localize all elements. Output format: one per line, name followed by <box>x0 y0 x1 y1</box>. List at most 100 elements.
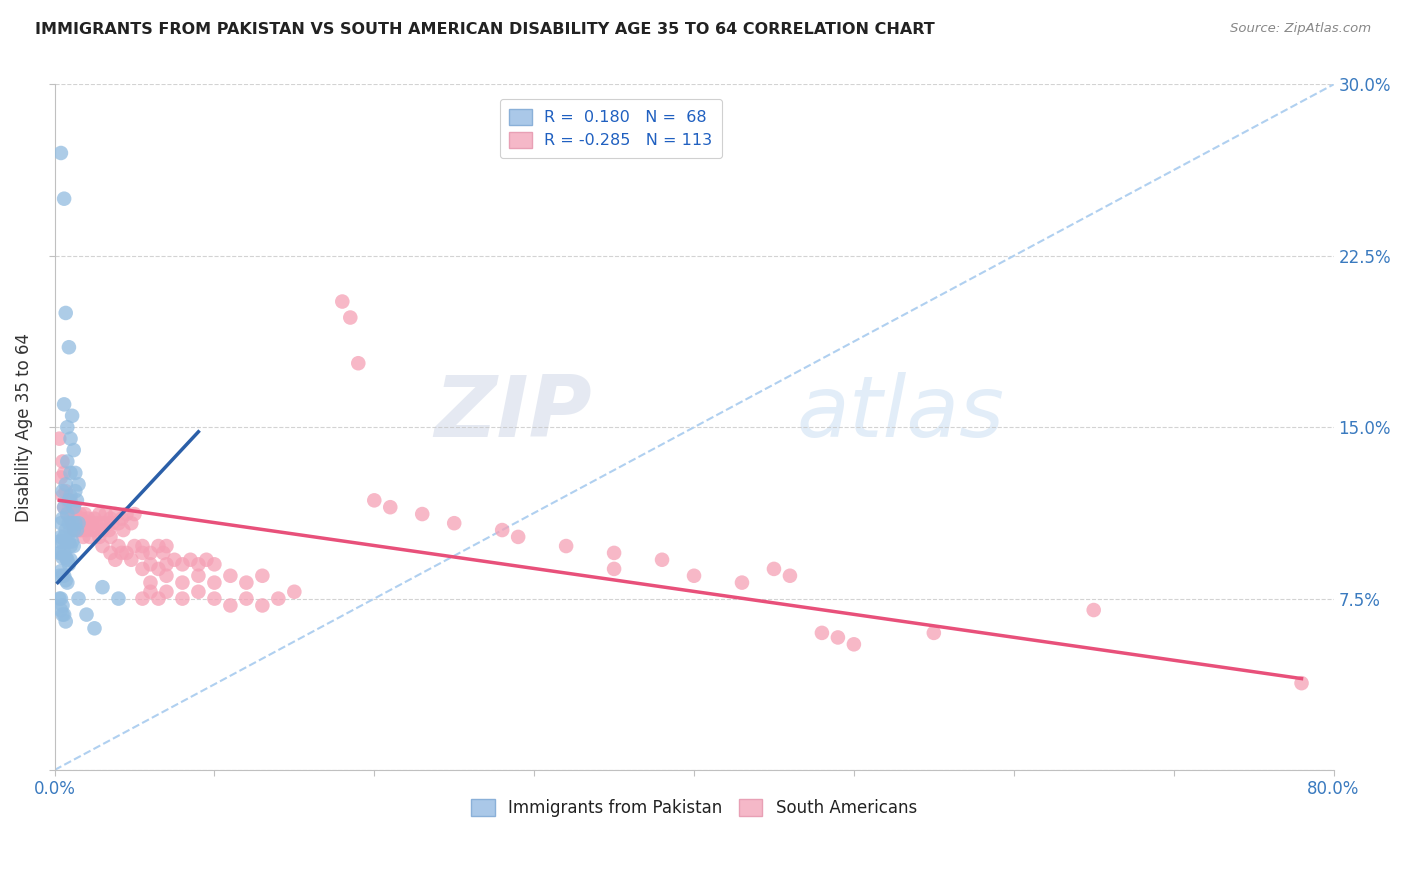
Point <box>651 553 673 567</box>
Point <box>779 568 801 582</box>
Point <box>100 511 122 525</box>
Point <box>827 631 849 645</box>
Point <box>139 575 162 590</box>
Point <box>235 591 257 606</box>
Point <box>58 534 80 549</box>
Point <box>51 534 73 549</box>
Point <box>55 550 77 565</box>
Point <box>91 539 114 553</box>
Point <box>79 530 101 544</box>
Point <box>112 523 135 537</box>
Point <box>56 420 79 434</box>
Point <box>96 516 118 531</box>
Point <box>555 539 578 553</box>
Point <box>62 523 84 537</box>
Point <box>55 615 77 629</box>
Point <box>84 516 107 531</box>
Point <box>51 511 73 525</box>
Point <box>53 500 76 515</box>
Legend: Immigrants from Pakistan, South Americans: Immigrants from Pakistan, South American… <box>464 792 924 823</box>
Point <box>131 562 153 576</box>
Point <box>94 507 117 521</box>
Point <box>1083 603 1105 617</box>
Point <box>59 489 82 503</box>
Point <box>283 584 305 599</box>
Point <box>148 591 170 606</box>
Point <box>363 493 385 508</box>
Point <box>267 591 290 606</box>
Point <box>172 575 194 590</box>
Point <box>59 466 82 480</box>
Point <box>155 584 177 599</box>
Point <box>49 516 72 531</box>
Point <box>83 523 105 537</box>
Point <box>65 507 87 521</box>
Point <box>104 507 127 521</box>
Point <box>187 568 209 582</box>
Point <box>51 607 73 622</box>
Point <box>77 511 100 525</box>
Point <box>58 516 80 531</box>
Point <box>72 516 94 531</box>
Point <box>330 294 353 309</box>
Point <box>59 523 82 537</box>
Point <box>603 562 626 576</box>
Point <box>67 591 90 606</box>
Text: IMMIGRANTS FROM PAKISTAN VS SOUTH AMERICAN DISABILITY AGE 35 TO 64 CORRELATION C: IMMIGRANTS FROM PAKISTAN VS SOUTH AMERIC… <box>35 22 935 37</box>
Point <box>508 530 530 544</box>
Point <box>66 493 89 508</box>
Point <box>53 500 76 515</box>
Point <box>107 591 129 606</box>
Point <box>51 454 73 468</box>
Point <box>124 539 146 553</box>
Point <box>155 558 177 572</box>
Point <box>131 546 153 560</box>
Point <box>219 599 242 613</box>
Point <box>65 466 87 480</box>
Point <box>51 568 73 582</box>
Point <box>55 477 77 491</box>
Point <box>62 539 84 553</box>
Point <box>69 523 91 537</box>
Point <box>70 523 93 537</box>
Point <box>491 523 513 537</box>
Point <box>83 621 105 635</box>
Point <box>100 530 122 544</box>
Point <box>101 516 124 531</box>
Point <box>842 637 865 651</box>
Point <box>69 507 91 521</box>
Point <box>48 432 70 446</box>
Point <box>49 546 72 560</box>
Point <box>65 516 87 531</box>
Point <box>179 553 201 567</box>
Point <box>67 523 90 537</box>
Point <box>67 516 90 531</box>
Point <box>58 500 80 515</box>
Text: ZIP: ZIP <box>434 372 592 455</box>
Point <box>49 603 72 617</box>
Point <box>202 591 225 606</box>
Point <box>49 470 72 484</box>
Point <box>172 591 194 606</box>
Point <box>172 558 194 572</box>
Point <box>148 539 170 553</box>
Point <box>155 539 177 553</box>
Point <box>60 534 83 549</box>
Point <box>48 546 70 560</box>
Point <box>51 599 73 613</box>
Point <box>131 591 153 606</box>
Point <box>97 523 120 537</box>
Point <box>107 539 129 553</box>
Point <box>53 192 76 206</box>
Point <box>731 575 754 590</box>
Point <box>252 568 274 582</box>
Point <box>762 562 785 576</box>
Point <box>347 356 370 370</box>
Point <box>60 507 83 521</box>
Point <box>59 493 82 508</box>
Point <box>76 607 98 622</box>
Point <box>58 340 80 354</box>
Point <box>107 516 129 531</box>
Point <box>55 306 77 320</box>
Point <box>80 516 103 531</box>
